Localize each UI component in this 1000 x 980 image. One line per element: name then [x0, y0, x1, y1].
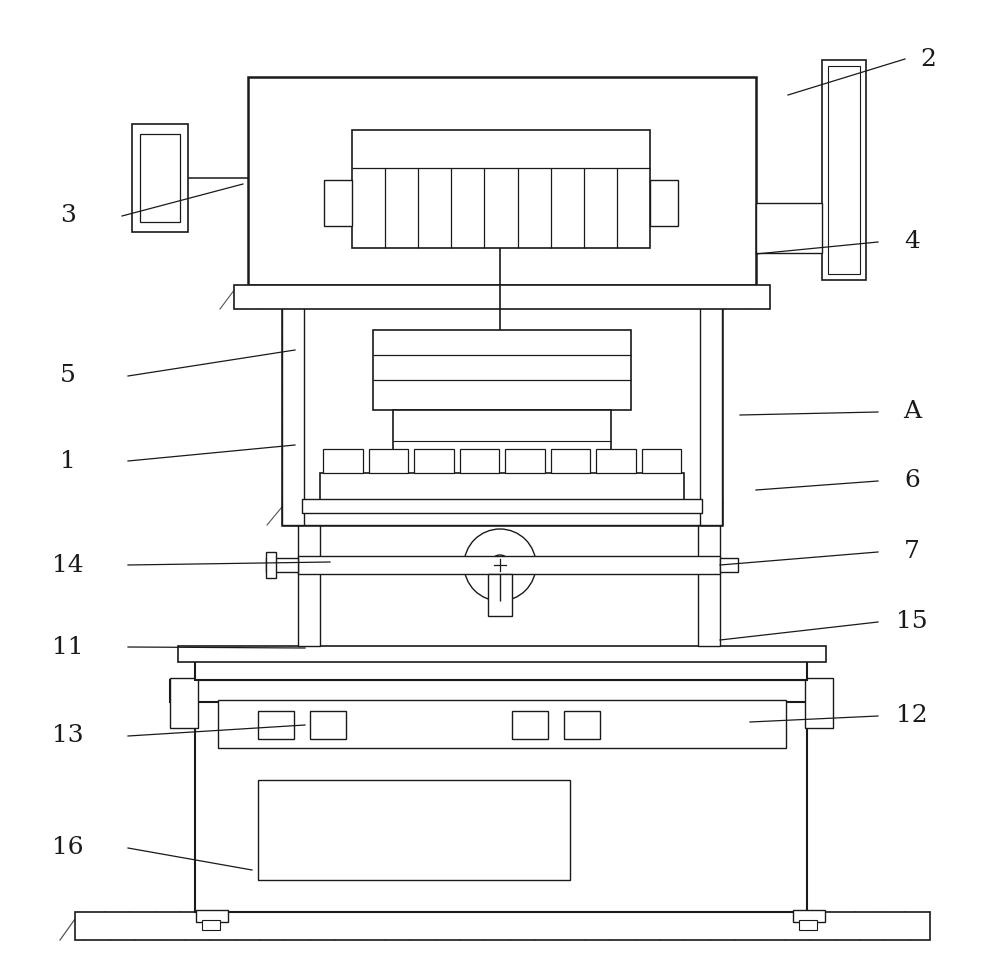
Bar [178, 646, 826, 662]
Bar [323, 449, 362, 473]
Bar [258, 780, 570, 880]
Text: 2: 2 [920, 48, 936, 72]
Bar [822, 60, 866, 280]
Bar [488, 574, 512, 616]
Circle shape [559, 793, 565, 799]
Bar [414, 449, 454, 473]
Bar [505, 449, 544, 473]
Bar [564, 711, 600, 739]
Bar [170, 680, 832, 702]
Circle shape [559, 847, 565, 853]
Circle shape [686, 655, 714, 683]
Bar [298, 556, 720, 574]
Text: 3: 3 [60, 204, 76, 226]
Bar [196, 910, 228, 922]
Text: 15: 15 [896, 611, 928, 633]
Text: 11: 11 [52, 635, 84, 659]
Text: 14: 14 [52, 554, 84, 576]
Circle shape [523, 847, 529, 853]
Circle shape [505, 829, 511, 835]
Circle shape [559, 829, 565, 835]
Bar [266, 552, 276, 578]
Bar [202, 920, 220, 930]
FancyBboxPatch shape [250, 78, 754, 284]
Bar [140, 134, 180, 222]
Text: A: A [903, 401, 921, 423]
Text: 13: 13 [52, 724, 84, 748]
Bar [650, 180, 678, 226]
Text: 6: 6 [904, 469, 920, 493]
Circle shape [505, 793, 511, 799]
Circle shape [286, 655, 314, 683]
Circle shape [541, 811, 547, 817]
Text: 5: 5 [60, 364, 76, 386]
Circle shape [541, 865, 547, 871]
Text: 16: 16 [52, 837, 84, 859]
Circle shape [505, 847, 511, 853]
FancyBboxPatch shape [372, 88, 630, 138]
Ellipse shape [494, 110, 508, 117]
Circle shape [487, 793, 493, 799]
Circle shape [523, 811, 529, 817]
Circle shape [461, 706, 497, 742]
Text: 7: 7 [904, 541, 920, 564]
Bar [700, 263, 722, 525]
Text: 4: 4 [904, 230, 920, 254]
Bar [195, 697, 807, 912]
Bar [698, 520, 720, 646]
Bar [218, 700, 786, 748]
Circle shape [559, 865, 565, 871]
Bar [282, 501, 722, 525]
Bar [320, 473, 684, 501]
Bar [258, 711, 294, 739]
Circle shape [464, 529, 536, 601]
Bar [75, 912, 930, 940]
Bar [373, 330, 631, 410]
Circle shape [487, 865, 493, 871]
Text: 1: 1 [60, 450, 76, 472]
Circle shape [487, 847, 493, 853]
Bar [642, 449, 681, 473]
Bar [248, 77, 756, 285]
Bar [393, 410, 611, 478]
Bar [799, 920, 817, 930]
Bar [828, 66, 860, 274]
Bar [170, 678, 198, 728]
Circle shape [559, 811, 565, 817]
Circle shape [505, 811, 511, 817]
Bar [282, 263, 304, 525]
Bar [756, 203, 822, 253]
Circle shape [541, 793, 547, 799]
Bar [368, 449, 408, 473]
Bar [310, 711, 346, 739]
Bar [512, 711, 548, 739]
Bar [266, 558, 298, 572]
Text: 12: 12 [896, 705, 928, 727]
Bar [720, 558, 738, 572]
Circle shape [541, 829, 547, 835]
Circle shape [487, 829, 493, 835]
Circle shape [523, 793, 529, 799]
Bar [596, 449, 636, 473]
Circle shape [488, 100, 514, 126]
Bar [298, 520, 320, 646]
Bar [352, 130, 650, 248]
Circle shape [523, 865, 529, 871]
Bar [195, 658, 807, 680]
Circle shape [490, 555, 510, 575]
Bar [805, 678, 833, 728]
Bar [793, 910, 825, 922]
Circle shape [523, 829, 529, 835]
Circle shape [487, 811, 493, 817]
Bar [282, 263, 722, 525]
Bar [234, 285, 770, 309]
Circle shape [505, 865, 511, 871]
Circle shape [541, 847, 547, 853]
Bar [132, 124, 188, 232]
Bar [550, 449, 590, 473]
Bar [460, 449, 499, 473]
Bar [302, 499, 702, 513]
Bar [282, 263, 722, 289]
Bar [324, 180, 352, 226]
